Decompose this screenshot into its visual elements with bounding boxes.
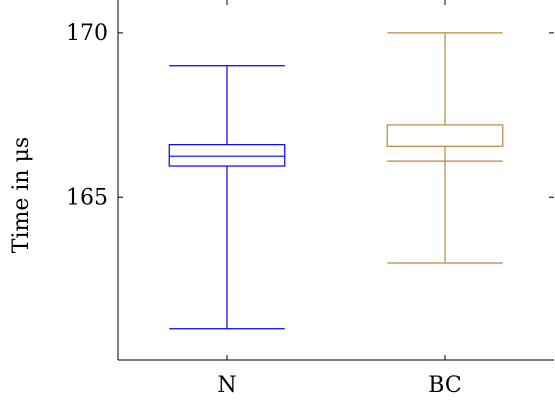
box-bc xyxy=(386,32,504,264)
y-axis-label: Time in μs xyxy=(9,137,34,253)
y-tick-label-165: 165 xyxy=(66,185,108,210)
boxes xyxy=(168,32,504,330)
box-body-n xyxy=(168,144,286,167)
box-body-bc xyxy=(386,124,504,147)
box-n xyxy=(168,65,286,330)
y-tick-label-170: 170 xyxy=(66,21,108,46)
x-tick-label-bc: BC xyxy=(428,373,461,398)
axis-labels: Time in μs xyxy=(9,137,34,253)
x-tick-label-n: N xyxy=(217,373,236,398)
axes: 165 170 N BC xyxy=(66,0,554,398)
